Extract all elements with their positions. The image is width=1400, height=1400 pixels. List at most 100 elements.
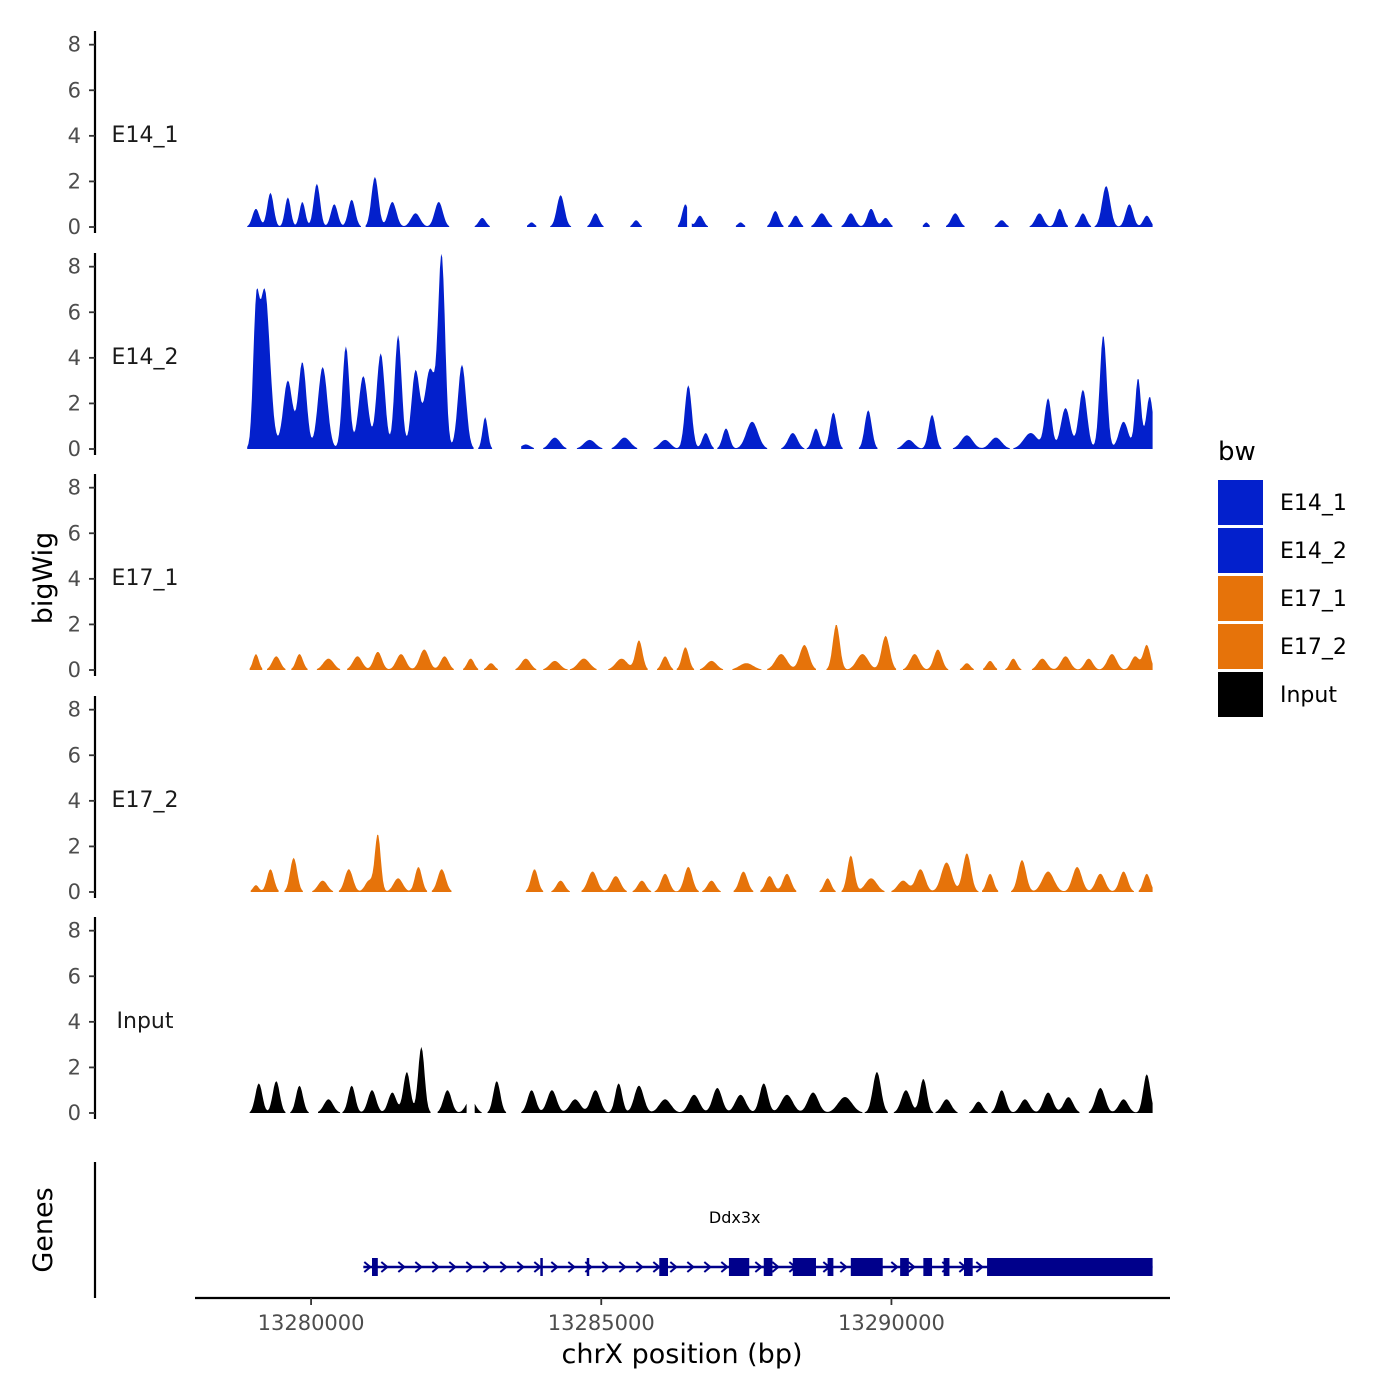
y-tick-label: 2 — [68, 169, 81, 193]
legend-entry-e17-2: E17_2 — [1218, 624, 1347, 669]
coverage-area — [1005, 658, 1022, 670]
coverage-area — [1031, 644, 1153, 670]
coverage-area — [826, 625, 897, 670]
coverage-area — [316, 658, 341, 670]
gene-exon — [372, 1258, 378, 1276]
legend-entry-e14-1: E14_1 — [1218, 480, 1347, 525]
gene-exon — [792, 1258, 816, 1276]
gene-exon — [763, 1258, 773, 1276]
coverage-area — [1029, 208, 1068, 227]
coverage-area — [781, 433, 805, 449]
y-tick-label: 8 — [68, 698, 81, 722]
coverage-area — [897, 414, 942, 449]
coverage-area — [717, 421, 768, 449]
coverage-area — [527, 222, 537, 227]
coverage-area — [819, 878, 836, 892]
coverage-area — [806, 412, 843, 449]
strand-arrow — [975, 1261, 984, 1273]
y-tick-label: 4 — [68, 124, 81, 148]
track-e14-1: 0 2 4 6 8 E14_1 — [68, 31, 1153, 239]
coverage-area — [864, 1072, 888, 1113]
strand-arrow — [907, 1261, 916, 1273]
coverage-area — [858, 410, 878, 449]
coverage-area — [515, 658, 537, 670]
x-axis-title: chrX position (bp) — [561, 1339, 802, 1370]
track-input: 0 2 4 6 8 Input — [68, 917, 1153, 1125]
legend-label: E14_1 — [1280, 491, 1347, 516]
y-tick-label: 6 — [68, 521, 81, 545]
coverage-area — [903, 649, 949, 670]
coverage-area — [550, 195, 572, 227]
coverage-area — [735, 222, 746, 227]
gene-exon — [943, 1258, 950, 1276]
coverage-area — [732, 663, 762, 670]
coverage-area — [267, 656, 286, 670]
coverage-area — [365, 176, 450, 227]
strand-arrow — [635, 1261, 644, 1273]
coverage-area — [581, 871, 627, 892]
coverage-area — [632, 880, 652, 892]
x-axis: 13280000 13285000 13290000 — [195, 1296, 1170, 1335]
strand-arrow — [465, 1261, 474, 1273]
coverage-area — [247, 183, 361, 227]
strand-arrow — [669, 1261, 678, 1273]
coverage-area — [525, 869, 544, 892]
y-tick-label: 0 — [68, 215, 81, 239]
coverage-area — [1074, 213, 1092, 227]
legend: bw E14_1 E14_2 E17_1 E17_2 Input — [1218, 437, 1347, 717]
coverage-area — [699, 660, 724, 670]
coverage-area — [952, 435, 1010, 449]
track-e17-1: 0 2 4 6 8 E17_1 — [68, 474, 1153, 682]
genes-axis-title: Genes — [28, 1187, 59, 1272]
coverage-area — [521, 1083, 863, 1113]
strand-arrow — [618, 1261, 627, 1273]
y-tick-label: 4 — [68, 346, 81, 370]
coverage-area — [630, 220, 642, 227]
strand-arrow — [482, 1261, 491, 1273]
coverage-area — [1138, 873, 1153, 892]
x-tick-label: 13280000 — [258, 1311, 365, 1335]
gene-exon — [586, 1258, 590, 1276]
coverage-area — [893, 1079, 934, 1113]
gene-exon — [827, 1258, 834, 1276]
coverage-area — [611, 437, 638, 449]
coverage-area — [654, 866, 699, 892]
strand-arrow — [550, 1261, 559, 1273]
coverage-area — [891, 853, 979, 892]
coverage-area — [922, 222, 930, 227]
legend-label: E17_2 — [1280, 635, 1347, 660]
coverage-area — [982, 873, 999, 892]
legend-entry-input: Input — [1218, 672, 1337, 717]
coverage-tracks: 0 2 4 6 8 E14_1 0 2 4 6 8 E14_2 0 2 4 6 8 E17_1 0 2 4 6 8 E17_2… — [68, 31, 1153, 1125]
track-e14-2: 0 2 4 6 8 E14_2 — [68, 253, 1153, 461]
y-tick-label: 4 — [68, 567, 81, 591]
coverage-area — [1011, 860, 1134, 892]
gene-exon — [659, 1258, 668, 1276]
coverage-area — [767, 211, 784, 227]
track-label: E14_1 — [112, 123, 179, 148]
coverage-area — [691, 215, 708, 227]
coverage-area — [484, 663, 498, 670]
y-tick-label: 4 — [68, 789, 81, 813]
y-tick-label: 4 — [68, 1010, 81, 1034]
coverage-area — [474, 218, 490, 227]
coverage-area — [569, 658, 597, 670]
gene-exon — [923, 1258, 933, 1276]
track-label: E17_2 — [112, 788, 179, 813]
coverage-area — [653, 385, 714, 449]
gene-exon — [987, 1258, 1153, 1276]
coverage-area — [478, 417, 493, 449]
strand-arrow — [516, 1261, 525, 1273]
strand-arrow — [414, 1261, 423, 1273]
coverage-area — [543, 437, 567, 449]
coverage-area — [291, 654, 308, 670]
coverage-area — [991, 1090, 1080, 1113]
legend-swatch — [1218, 624, 1263, 669]
coverage-area — [576, 439, 603, 449]
y-tick-label: 2 — [68, 834, 81, 858]
gene-panel: Ddx3x — [93, 1162, 1153, 1298]
coverage-area — [767, 644, 816, 670]
strand-arrow — [890, 1261, 899, 1273]
y-tick-label: 2 — [68, 1055, 81, 1079]
y-tick-label: 8 — [68, 33, 81, 57]
